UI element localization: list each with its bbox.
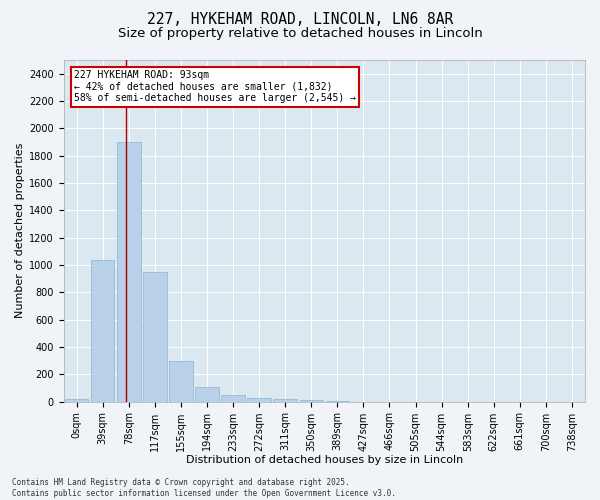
Text: Contains HM Land Registry data © Crown copyright and database right 2025.
Contai: Contains HM Land Registry data © Crown c… xyxy=(12,478,396,498)
Text: Size of property relative to detached houses in Lincoln: Size of property relative to detached ho… xyxy=(118,28,482,40)
Bar xyxy=(299,400,323,402)
Bar xyxy=(221,395,245,402)
Bar xyxy=(274,399,297,402)
Bar xyxy=(91,260,115,402)
Bar xyxy=(326,401,349,402)
Bar xyxy=(169,362,193,402)
Text: 227, HYKEHAM ROAD, LINCOLN, LN6 8AR: 227, HYKEHAM ROAD, LINCOLN, LN6 8AR xyxy=(147,12,453,28)
X-axis label: Distribution of detached houses by size in Lincoln: Distribution of detached houses by size … xyxy=(185,455,463,465)
Bar xyxy=(247,398,271,402)
Bar xyxy=(143,272,167,402)
Y-axis label: Number of detached properties: Number of detached properties xyxy=(15,143,25,318)
Bar xyxy=(195,386,219,402)
Text: 227 HYKEHAM ROAD: 93sqm
← 42% of detached houses are smaller (1,832)
58% of semi: 227 HYKEHAM ROAD: 93sqm ← 42% of detache… xyxy=(74,70,356,103)
Bar xyxy=(117,142,140,402)
Bar xyxy=(65,399,88,402)
